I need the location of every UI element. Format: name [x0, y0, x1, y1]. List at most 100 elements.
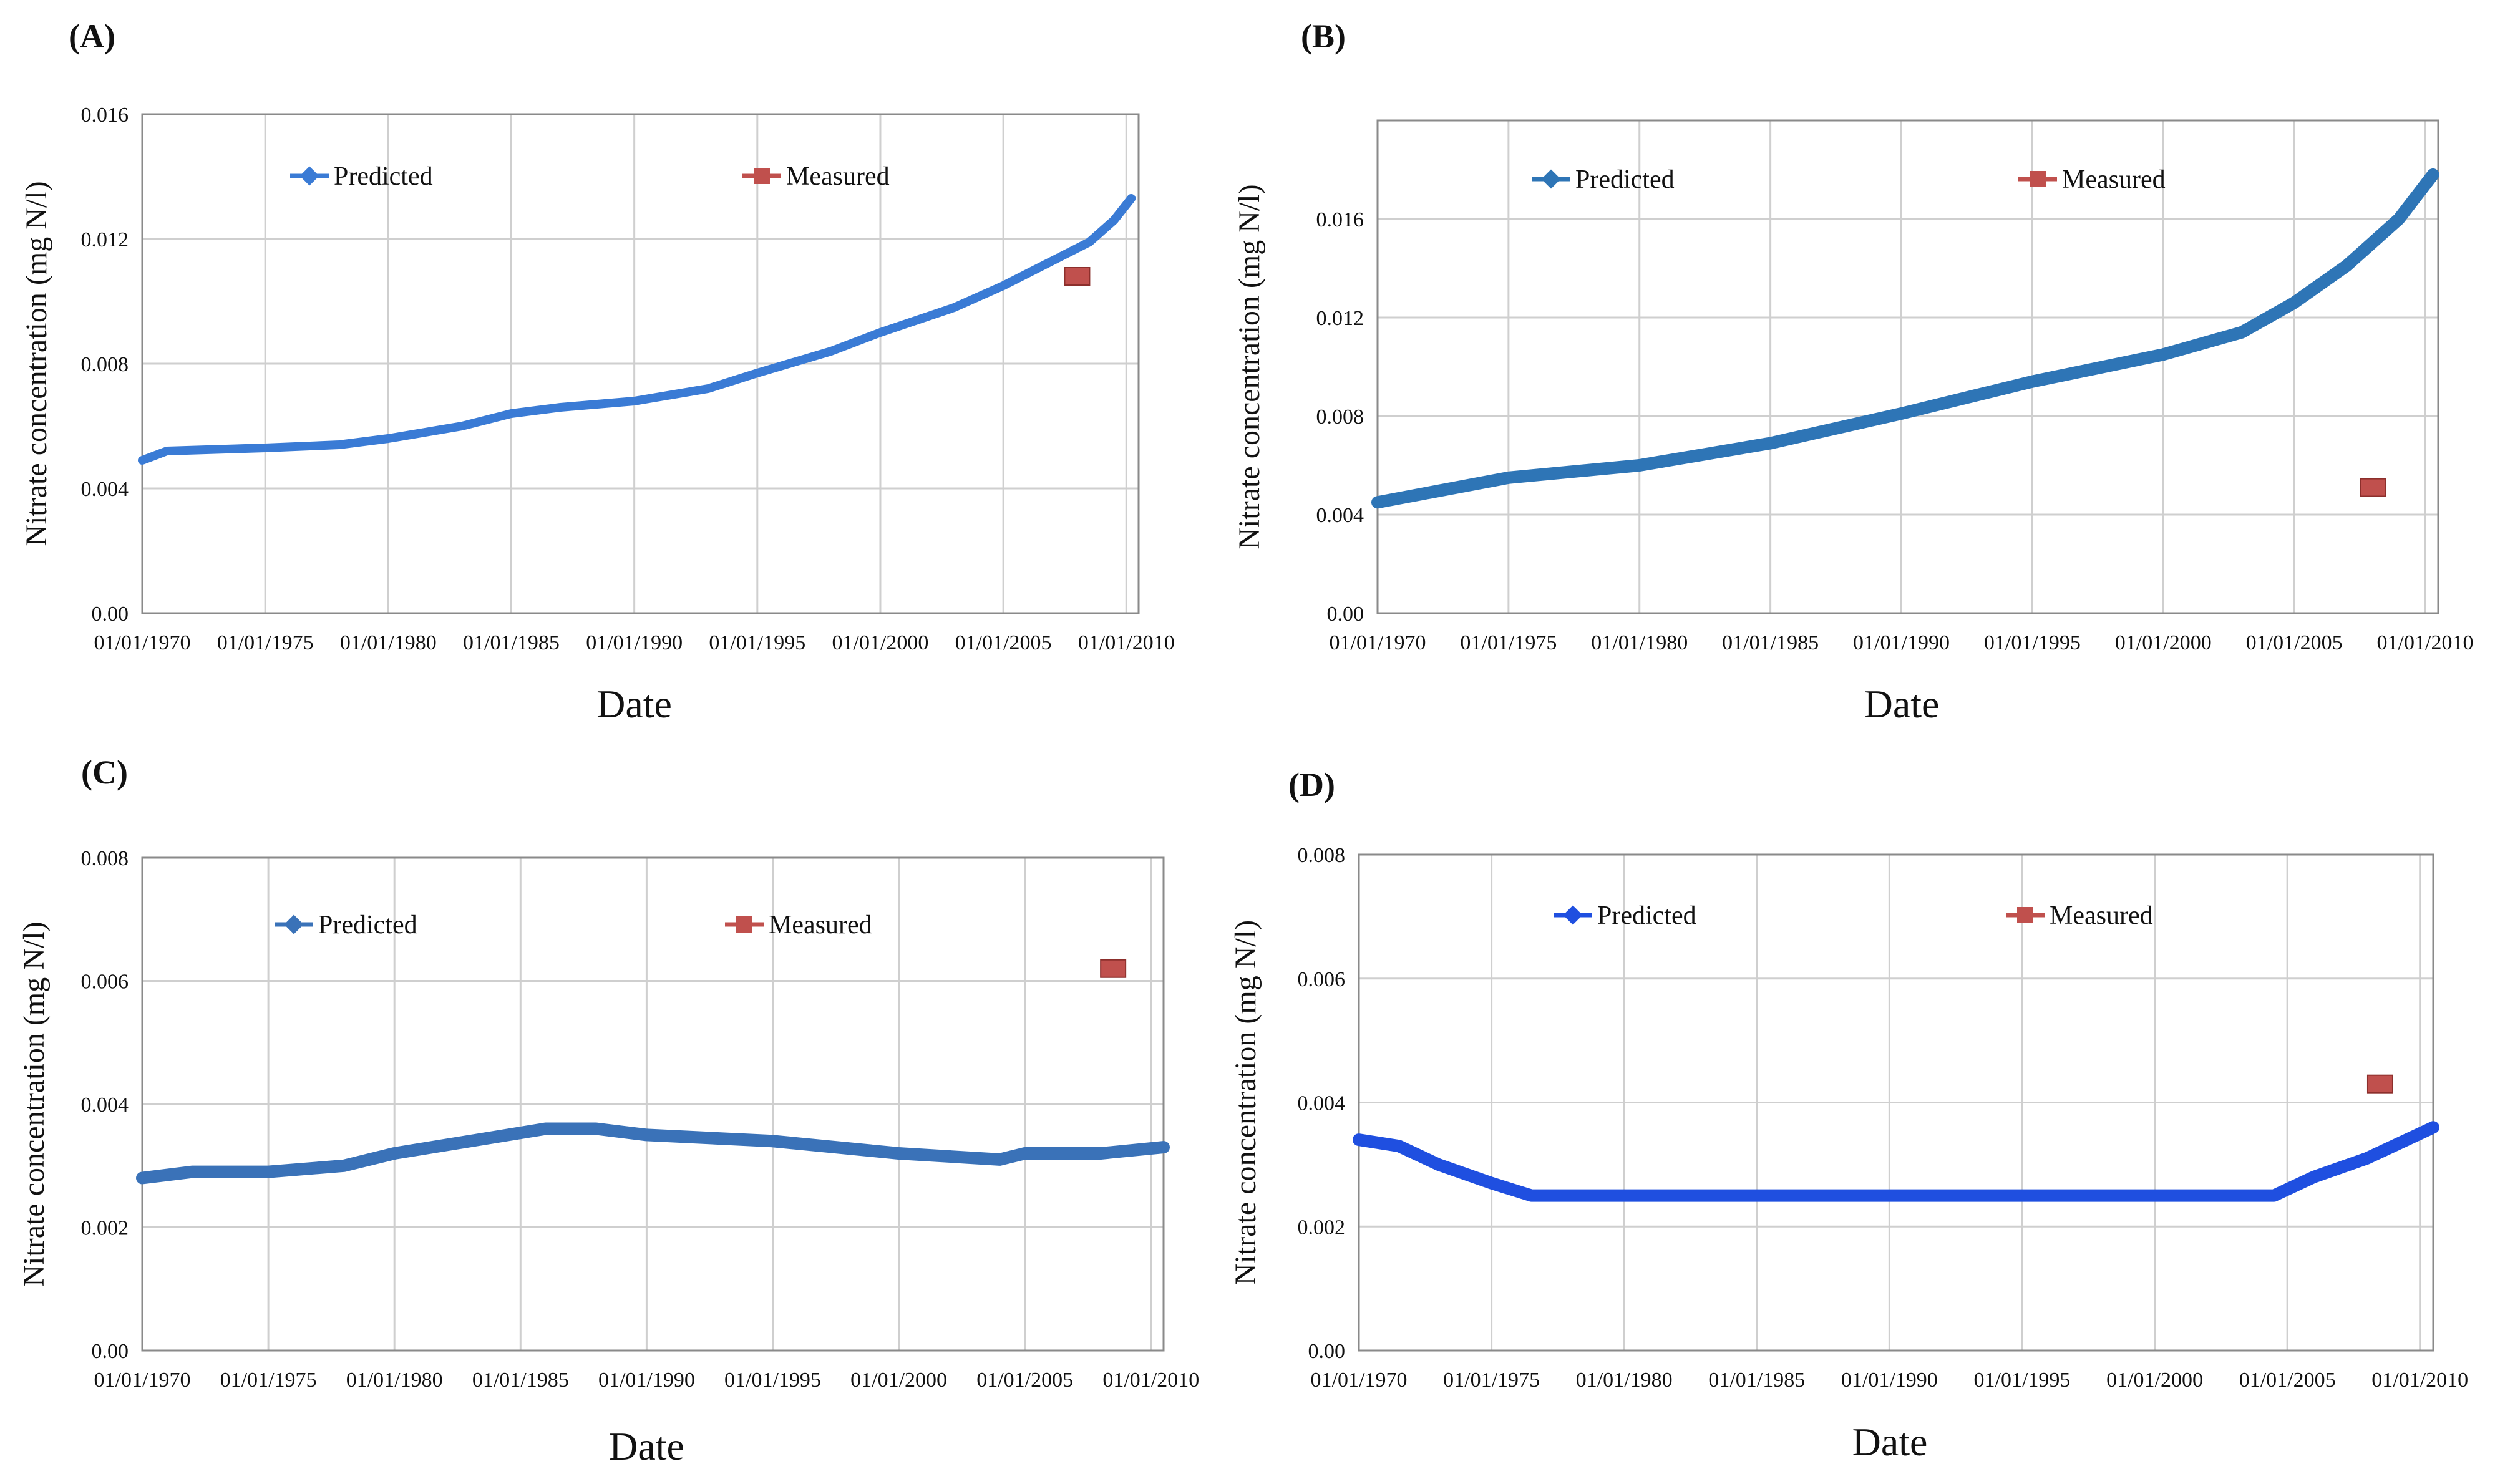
series-measured-point: [2366, 1074, 2393, 1094]
legend-measured-label: Measured: [786, 162, 890, 191]
y-tick-label: 0.012: [1316, 307, 1364, 330]
legend-predicted-label: Predicted: [1597, 901, 1696, 930]
x-tick-label: 01/01/1990: [1853, 631, 1950, 654]
series-measured-point: [1064, 267, 1091, 286]
x-axis-title: Date: [596, 682, 672, 726]
x-axis-title: Date: [1852, 1420, 1928, 1464]
series-measured-point: [2360, 478, 2386, 497]
y-tick-label: 0.002: [81, 1217, 129, 1240]
chart-panel-b: (B) 01/01/1970 01/01/1975 01/01/1980 01/01/1…: [1233, 17, 2473, 726]
x-tick-label: 01/01/1995: [1974, 1369, 2071, 1392]
x-tick-label: 01/01/2000: [2115, 631, 2212, 654]
legend-measured-marker: [2030, 171, 2046, 187]
chart-panel-d: (D) 01/01/1970 01/01/1975 01/01/1980 01/01/1…: [1229, 766, 2468, 1464]
legend-predicted-marker: [1563, 905, 1583, 925]
legend-predicted-marker: [299, 166, 319, 186]
y-tick-label: 0.004: [81, 1094, 129, 1117]
panel-label: (B): [1301, 17, 1346, 55]
y-tick-label: 0.004: [81, 478, 129, 501]
x-tick-label: 01/01/1985: [472, 1369, 569, 1392]
x-tick-label: 01/01/1990: [586, 631, 683, 654]
series-predicted-line: [1353, 1121, 2439, 1202]
y-tick-label: 0.004: [1298, 1092, 1346, 1115]
plot-area: [1378, 120, 2438, 613]
legend-predicted-marker: [284, 914, 304, 934]
x-tick-label: 01/01/2000: [2106, 1369, 2203, 1392]
x-tick-label: 01/01/1980: [346, 1369, 443, 1392]
y-axis-title: Nitrate concentration (mg N/l): [1233, 184, 1266, 549]
legend-measured-label: Measured: [2050, 901, 2153, 930]
y-axis-title: Nitrate concentration (mg N/l): [17, 921, 51, 1286]
x-tick-label: 01/01/2010: [1102, 1369, 1199, 1392]
series-predicted-line: [136, 1122, 1170, 1185]
y-tick-label: 0.008: [1298, 844, 1346, 867]
plot-frame: [141, 856, 1165, 1352]
y-tick-label: 0.006: [1298, 968, 1346, 991]
x-tick-label: 01/01/2005: [2246, 631, 2343, 654]
x-tick-label: 01/01/1980: [1576, 1369, 1673, 1392]
x-tick-label: 01/01/1970: [94, 631, 191, 654]
x-axis-title: Date: [1864, 682, 1940, 726]
y-tick-label: 0.016: [1316, 208, 1364, 231]
y-tick-label: 0.008: [1316, 405, 1364, 429]
y-tick-label: 0.00: [1327, 603, 1364, 626]
x-tick-label: 01/01/1985: [1722, 631, 1819, 654]
x-tick-label: 01/01/1985: [1708, 1369, 1805, 1392]
y-tick-label: 0.006: [81, 971, 129, 994]
y-tick-label: 0.008: [81, 847, 129, 870]
legend-predicted-label: Predicted: [1575, 165, 1675, 194]
series-predicted-line: [138, 194, 1136, 465]
y-axis-title: Nitrate concentration (mg N/l): [1229, 920, 1262, 1285]
x-axis-title: Date: [609, 1424, 684, 1468]
x-tick-label: 01/01/1985: [463, 631, 560, 654]
x-tick-label: 01/01/1970: [1330, 631, 1426, 654]
x-tick-label: 01/01/1970: [1311, 1369, 1408, 1392]
x-tick-label: 01/01/1975: [217, 631, 314, 654]
series-predicted-line: [1371, 168, 2439, 509]
plot-frame: [141, 113, 1140, 614]
plot-frame: [1376, 119, 2439, 614]
x-tick-label: 01/01/2005: [955, 631, 1052, 654]
panel-label: (D): [1288, 766, 1335, 803]
y-axis-title: Nitrate concentration (mg N/l): [20, 181, 53, 546]
panel-label: (A): [69, 17, 115, 55]
legend-predicted-label: Predicted: [334, 162, 433, 191]
x-tick-label: 01/01/2005: [976, 1369, 1073, 1392]
panel-label: (C): [81, 754, 128, 791]
y-tick-label: 0.008: [81, 353, 129, 376]
y-tick-label: 0.00: [92, 1340, 129, 1363]
y-tick-label: 0.016: [81, 104, 129, 127]
x-tick-label: 01/01/1990: [598, 1369, 695, 1392]
x-tick-label: 01/01/2000: [850, 1369, 947, 1392]
x-tick-label: 01/01/2005: [2239, 1369, 2336, 1392]
x-tick-label: 01/01/1995: [724, 1369, 821, 1392]
chart-panel-a: (A) 01/01/1970 01/01/1975 01/01/1980 01/01/1…: [20, 17, 1175, 726]
y-tick-label: 0.004: [1316, 504, 1364, 527]
series-measured-point: [1100, 959, 1127, 978]
y-tick-label: 0.002: [1298, 1216, 1346, 1239]
legend-measured-marker: [736, 916, 752, 933]
legend-predicted-marker: [1541, 169, 1561, 189]
legend-predicted-label: Predicted: [318, 911, 417, 939]
y-tick-label: 0.00: [92, 603, 129, 626]
chart-panel-c: (C) 01/01/1970 01/01/1975 01/01/1980 01/01/1…: [17, 754, 1199, 1468]
x-tick-label: 01/01/1980: [1591, 631, 1688, 654]
legend-measured-marker: [2017, 907, 2033, 923]
x-tick-label: 01/01/1975: [1443, 1369, 1540, 1392]
x-tick-label: 01/01/1990: [1841, 1369, 1938, 1392]
x-tick-label: 01/01/2000: [832, 631, 929, 654]
legend-measured-label: Measured: [2062, 165, 2166, 194]
x-tick-label: 01/01/2010: [2371, 1369, 2468, 1392]
y-tick-label: 0.00: [1308, 1340, 1346, 1363]
x-tick-label: 01/01/2010: [2377, 631, 2474, 654]
plot-frame: [1358, 853, 2434, 1352]
legend-measured-label: Measured: [769, 911, 872, 939]
x-tick-label: 01/01/1970: [94, 1369, 191, 1392]
x-tick-label: 01/01/2010: [1078, 631, 1175, 654]
y-tick-label: 0.012: [81, 228, 129, 251]
x-tick-label: 01/01/1975: [220, 1369, 317, 1392]
x-tick-label: 01/01/1980: [340, 631, 437, 654]
x-tick-label: 01/01/1995: [1984, 631, 2081, 654]
x-tick-label: 01/01/1995: [709, 631, 805, 654]
